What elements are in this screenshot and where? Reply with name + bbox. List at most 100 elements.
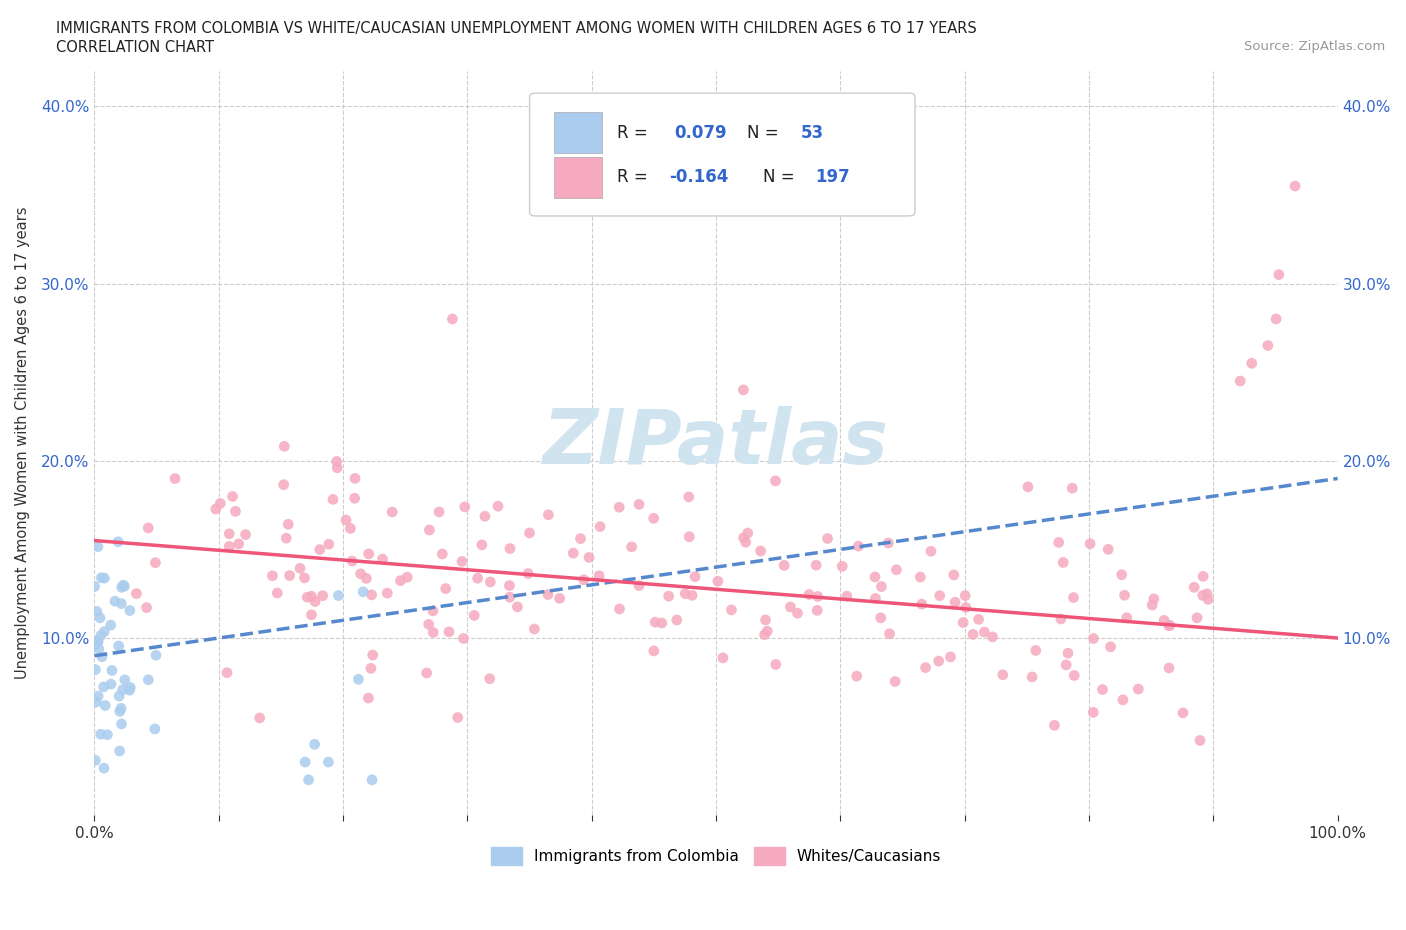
Point bbox=[499, 541, 522, 556]
Point bbox=[643, 511, 665, 525]
Point bbox=[356, 571, 378, 586]
Point bbox=[93, 680, 115, 695]
Point bbox=[297, 773, 319, 788]
Point bbox=[93, 571, 115, 586]
Point bbox=[765, 657, 787, 671]
Point bbox=[125, 586, 148, 601]
Point bbox=[734, 535, 756, 550]
Point bbox=[628, 578, 651, 593]
Point bbox=[273, 439, 295, 454]
Point bbox=[447, 711, 470, 725]
Point bbox=[756, 624, 779, 639]
Point bbox=[90, 570, 112, 585]
Point bbox=[506, 600, 529, 615]
Point bbox=[418, 617, 440, 631]
Point bbox=[1043, 718, 1066, 733]
Text: R =: R = bbox=[617, 124, 652, 141]
Point bbox=[108, 688, 131, 703]
Point bbox=[322, 492, 344, 507]
Point bbox=[108, 743, 131, 758]
Point bbox=[1083, 705, 1105, 720]
Point bbox=[911, 597, 934, 612]
Point bbox=[733, 530, 755, 545]
Point bbox=[209, 496, 232, 511]
Point bbox=[678, 489, 700, 504]
Point bbox=[427, 504, 450, 519]
Point bbox=[981, 630, 1004, 644]
Point bbox=[304, 737, 326, 751]
Point bbox=[884, 674, 907, 689]
Point bbox=[463, 608, 485, 623]
Point bbox=[441, 312, 464, 326]
Point bbox=[797, 587, 820, 602]
Point bbox=[228, 537, 250, 551]
Point bbox=[848, 538, 870, 553]
Point bbox=[93, 624, 115, 639]
Point bbox=[90, 628, 112, 643]
Point bbox=[572, 572, 595, 587]
Point bbox=[101, 663, 124, 678]
Point bbox=[111, 683, 134, 698]
Point bbox=[204, 501, 226, 516]
Point bbox=[817, 531, 839, 546]
Point bbox=[360, 588, 382, 603]
Point bbox=[87, 539, 110, 554]
Point bbox=[806, 603, 828, 618]
Point bbox=[733, 382, 755, 397]
Point bbox=[835, 589, 858, 604]
Point bbox=[1057, 645, 1080, 660]
Point bbox=[1284, 179, 1306, 193]
Point bbox=[643, 644, 665, 658]
Point bbox=[107, 535, 129, 550]
Point bbox=[1115, 610, 1137, 625]
Point bbox=[863, 569, 886, 584]
Point bbox=[87, 633, 110, 648]
Point bbox=[1083, 631, 1105, 646]
Point bbox=[588, 568, 610, 583]
Point bbox=[1157, 618, 1180, 633]
Point bbox=[1268, 267, 1291, 282]
Point bbox=[486, 498, 509, 513]
Point bbox=[93, 761, 115, 776]
Point bbox=[707, 574, 730, 589]
Point bbox=[221, 489, 243, 504]
Point bbox=[335, 512, 357, 527]
Point bbox=[1052, 555, 1074, 570]
Point bbox=[357, 691, 380, 706]
Point bbox=[474, 509, 496, 524]
Point bbox=[225, 504, 247, 519]
Text: N =: N = bbox=[747, 124, 785, 141]
Point bbox=[118, 603, 141, 618]
Point bbox=[870, 579, 893, 594]
Point bbox=[1017, 480, 1039, 495]
Point bbox=[235, 527, 257, 542]
Point bbox=[84, 638, 107, 653]
Point bbox=[467, 571, 489, 586]
Point bbox=[991, 668, 1014, 683]
Point bbox=[418, 523, 440, 538]
Point bbox=[928, 654, 950, 669]
Point bbox=[145, 648, 167, 663]
Point bbox=[1159, 618, 1181, 632]
Point bbox=[104, 593, 127, 608]
Point bbox=[437, 624, 460, 639]
Point bbox=[360, 661, 382, 676]
Point bbox=[143, 722, 166, 737]
Point bbox=[537, 508, 560, 523]
Point bbox=[879, 626, 901, 641]
Point bbox=[118, 683, 141, 698]
Point bbox=[415, 666, 437, 681]
Point bbox=[304, 594, 326, 609]
Point bbox=[294, 754, 316, 769]
Text: 53: 53 bbox=[800, 124, 824, 141]
Point bbox=[100, 677, 122, 692]
Point bbox=[869, 610, 891, 625]
Point bbox=[422, 625, 444, 640]
Point bbox=[711, 650, 734, 665]
Point bbox=[87, 642, 110, 657]
Text: Source: ZipAtlas.com: Source: ZipAtlas.com bbox=[1244, 40, 1385, 53]
Point bbox=[519, 525, 541, 540]
Point bbox=[89, 610, 111, 625]
Point bbox=[215, 665, 238, 680]
Point bbox=[831, 559, 853, 574]
